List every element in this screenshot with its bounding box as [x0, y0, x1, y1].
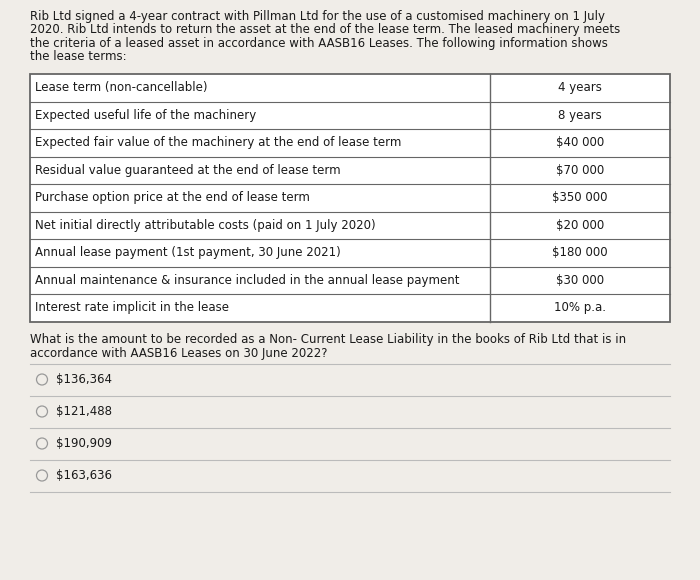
- Text: 4 years: 4 years: [558, 81, 602, 94]
- Text: accordance with AASB16 Leases on 30 June 2022?: accordance with AASB16 Leases on 30 June…: [30, 347, 328, 361]
- Text: 2020. Rib Ltd intends to return the asset at the end of the lease term. The leas: 2020. Rib Ltd intends to return the asse…: [30, 24, 620, 37]
- Text: Net initial directly attributable costs (paid on 1 July 2020): Net initial directly attributable costs …: [35, 219, 376, 232]
- Text: $40 000: $40 000: [556, 136, 604, 149]
- Text: What is the amount to be recorded as a Non- Current Lease Liability in the books: What is the amount to be recorded as a N…: [30, 334, 626, 346]
- Text: Annual lease payment (1st payment, 30 June 2021): Annual lease payment (1st payment, 30 Ju…: [35, 246, 341, 259]
- Text: $136,364: $136,364: [56, 373, 112, 386]
- Text: Lease term (non-cancellable): Lease term (non-cancellable): [35, 81, 207, 94]
- Text: the criteria of a leased asset in accordance with AASB16 Leases. The following i: the criteria of a leased asset in accord…: [30, 37, 608, 50]
- Text: $121,488: $121,488: [56, 405, 112, 418]
- Text: 10% p.a.: 10% p.a.: [554, 301, 606, 314]
- Text: Annual maintenance & insurance included in the annual lease payment: Annual maintenance & insurance included …: [35, 274, 459, 287]
- Text: Interest rate implicit in the lease: Interest rate implicit in the lease: [35, 301, 229, 314]
- Text: 8 years: 8 years: [558, 109, 602, 122]
- Bar: [30, 74, 670, 321]
- Text: $180 000: $180 000: [552, 246, 608, 259]
- Text: Purchase option price at the end of lease term: Purchase option price at the end of leas…: [35, 191, 310, 204]
- Text: $350 000: $350 000: [552, 191, 608, 204]
- Text: Residual value guaranteed at the end of lease term: Residual value guaranteed at the end of …: [35, 164, 341, 177]
- Text: $190,909: $190,909: [56, 437, 112, 450]
- Text: the lease terms:: the lease terms:: [30, 50, 127, 63]
- Text: $30 000: $30 000: [556, 274, 604, 287]
- Text: Expected useful life of the machinery: Expected useful life of the machinery: [35, 109, 256, 122]
- Text: Expected fair value of the machinery at the end of lease term: Expected fair value of the machinery at …: [35, 136, 401, 149]
- Bar: [30, 74, 670, 321]
- Text: Rib Ltd signed a 4-year contract with Pillman Ltd for the use of a customised ma: Rib Ltd signed a 4-year contract with Pi…: [30, 10, 605, 23]
- Text: $163,636: $163,636: [56, 469, 112, 482]
- Text: $20 000: $20 000: [556, 219, 604, 232]
- Text: $70 000: $70 000: [556, 164, 604, 177]
